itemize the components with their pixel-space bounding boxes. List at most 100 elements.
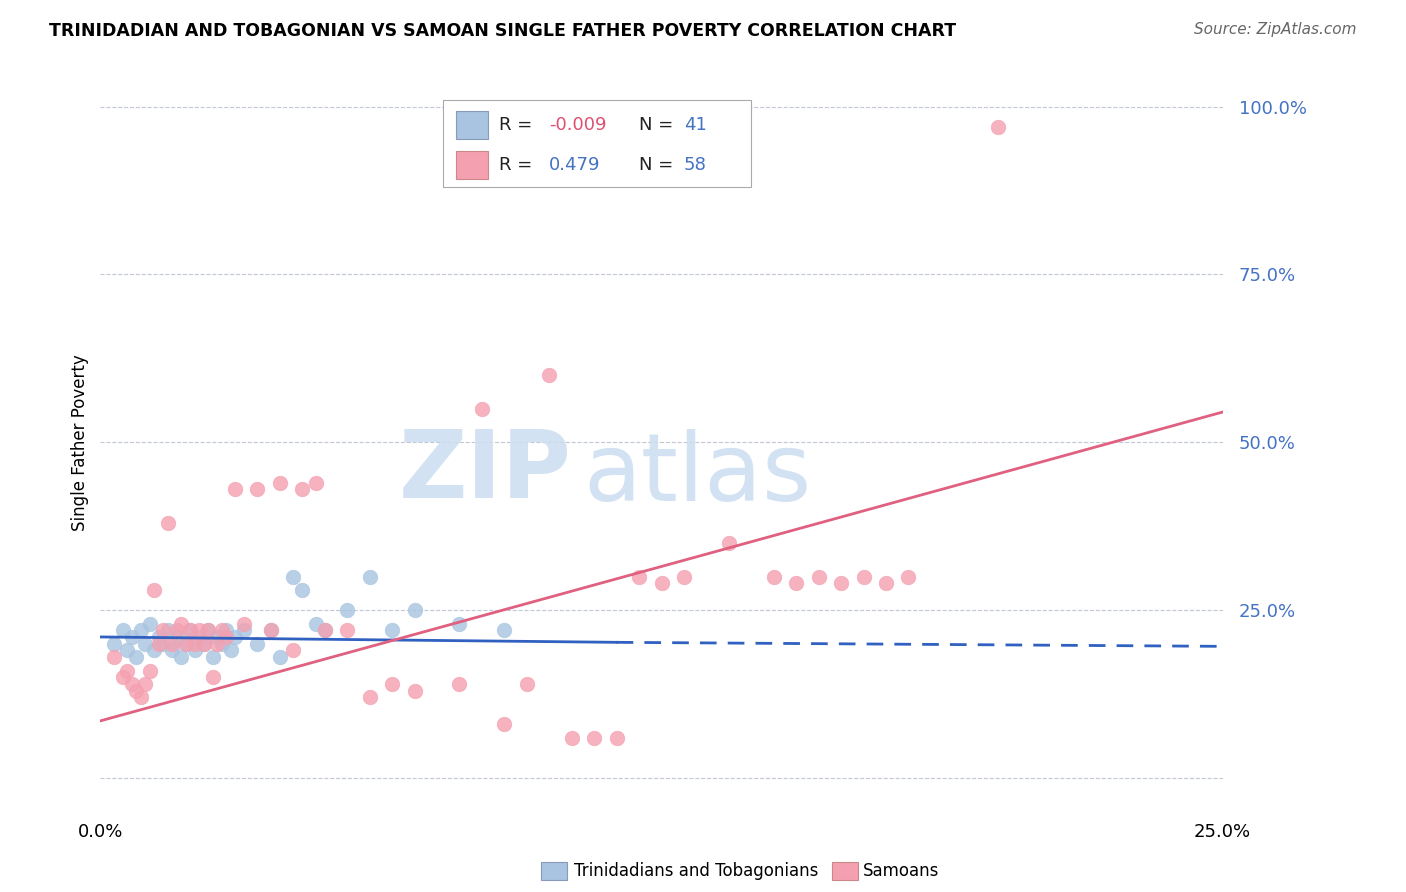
Point bbox=[314, 624, 336, 638]
Point bbox=[260, 624, 283, 638]
Point bbox=[179, 624, 201, 638]
Point bbox=[103, 650, 125, 665]
Point bbox=[188, 624, 211, 638]
Point bbox=[156, 624, 179, 638]
Point bbox=[193, 637, 215, 651]
Text: TRINIDADIAN AND TOBAGONIAN VS SAMOAN SINGLE FATHER POVERTY CORRELATION CHART: TRINIDADIAN AND TOBAGONIAN VS SAMOAN SIN… bbox=[49, 22, 956, 40]
Point bbox=[117, 643, 139, 657]
Point bbox=[471, 401, 494, 416]
Point bbox=[166, 630, 188, 644]
Point bbox=[183, 637, 205, 651]
Point bbox=[269, 475, 291, 490]
Point bbox=[269, 650, 291, 665]
Text: ZIP: ZIP bbox=[399, 425, 572, 517]
Point bbox=[807, 569, 830, 583]
Point bbox=[359, 569, 381, 583]
Point bbox=[404, 603, 426, 617]
Point bbox=[606, 731, 628, 745]
Point bbox=[283, 643, 305, 657]
Point bbox=[205, 637, 228, 651]
Point bbox=[211, 624, 233, 638]
Point bbox=[197, 624, 219, 638]
Point bbox=[672, 569, 695, 583]
Point bbox=[205, 630, 228, 644]
Point bbox=[179, 624, 201, 638]
Text: -0.009: -0.009 bbox=[550, 116, 607, 134]
Point bbox=[628, 569, 651, 583]
Text: R =: R = bbox=[499, 116, 531, 134]
Text: 0.479: 0.479 bbox=[550, 155, 600, 174]
Point bbox=[197, 624, 219, 638]
Point bbox=[449, 616, 471, 631]
Point bbox=[170, 650, 193, 665]
Point bbox=[152, 624, 174, 638]
Text: R =: R = bbox=[499, 155, 531, 174]
Point bbox=[561, 731, 583, 745]
Point bbox=[830, 576, 852, 591]
Point bbox=[314, 624, 336, 638]
Point bbox=[121, 630, 143, 644]
Point bbox=[211, 637, 233, 651]
Point bbox=[125, 683, 148, 698]
Text: atlas: atlas bbox=[583, 429, 811, 522]
Point bbox=[233, 624, 256, 638]
Point bbox=[143, 582, 166, 597]
Point bbox=[291, 582, 314, 597]
Point bbox=[717, 536, 740, 550]
Point bbox=[336, 624, 359, 638]
Point bbox=[224, 482, 246, 496]
Point bbox=[583, 731, 606, 745]
Point bbox=[233, 616, 256, 631]
Point bbox=[201, 670, 224, 684]
Point bbox=[188, 630, 211, 644]
Point bbox=[103, 637, 125, 651]
Point bbox=[129, 690, 152, 705]
Point bbox=[762, 569, 785, 583]
Point bbox=[381, 677, 404, 691]
Point bbox=[785, 576, 807, 591]
Point bbox=[305, 475, 328, 490]
Text: 58: 58 bbox=[683, 155, 707, 174]
Point bbox=[404, 683, 426, 698]
Point bbox=[143, 643, 166, 657]
Point bbox=[156, 516, 179, 530]
Text: 41: 41 bbox=[683, 116, 707, 134]
Point bbox=[201, 650, 224, 665]
Text: N =: N = bbox=[640, 155, 673, 174]
Point bbox=[449, 677, 471, 691]
Point bbox=[193, 637, 215, 651]
Point bbox=[852, 569, 875, 583]
Point bbox=[174, 637, 197, 651]
Point bbox=[111, 624, 134, 638]
Point bbox=[121, 677, 143, 691]
Point bbox=[224, 630, 246, 644]
Point bbox=[283, 569, 305, 583]
Point bbox=[336, 603, 359, 617]
Point bbox=[148, 630, 170, 644]
Point bbox=[138, 616, 160, 631]
Point bbox=[219, 643, 242, 657]
Point bbox=[160, 643, 183, 657]
Point bbox=[359, 690, 381, 705]
Point bbox=[381, 624, 404, 638]
Y-axis label: Single Father Poverty: Single Father Poverty bbox=[72, 354, 89, 531]
Point bbox=[494, 624, 516, 638]
Bar bbox=[456, 151, 488, 178]
Point bbox=[117, 664, 139, 678]
Point bbox=[148, 637, 170, 651]
Point bbox=[516, 677, 538, 691]
Point bbox=[538, 368, 561, 383]
Text: N =: N = bbox=[640, 116, 673, 134]
Point bbox=[129, 624, 152, 638]
Text: Trinidadians and Tobagonians: Trinidadians and Tobagonians bbox=[574, 862, 818, 880]
Point bbox=[152, 637, 174, 651]
Point bbox=[174, 637, 197, 651]
Point bbox=[246, 482, 269, 496]
Point bbox=[650, 576, 672, 591]
Point bbox=[215, 630, 238, 644]
Point bbox=[246, 637, 269, 651]
Point bbox=[160, 637, 183, 651]
Point bbox=[183, 643, 205, 657]
FancyBboxPatch shape bbox=[443, 100, 751, 187]
Point bbox=[875, 576, 897, 591]
